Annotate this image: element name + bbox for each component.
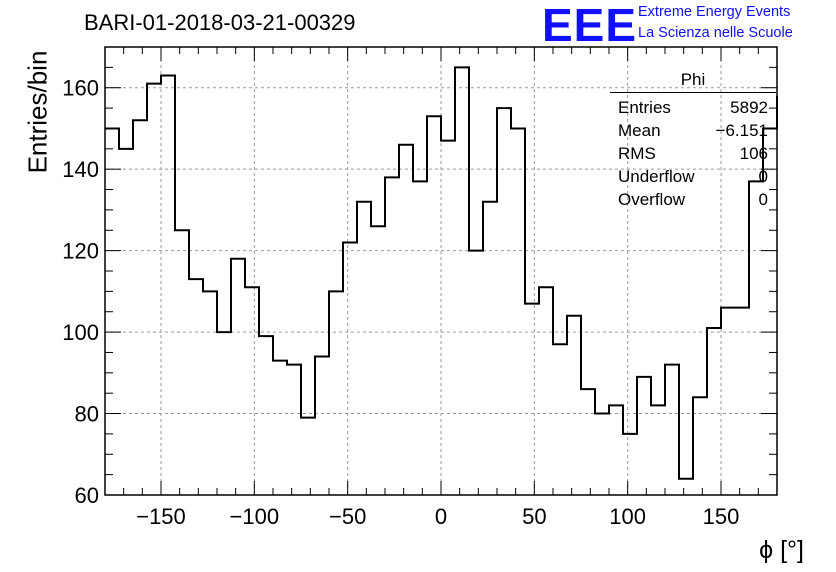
- x-tick-label: 50: [522, 504, 546, 529]
- stats-label: Mean: [618, 121, 661, 140]
- y-tick-label: 140: [62, 157, 99, 182]
- stats-title: Phi: [610, 70, 776, 93]
- stats-value: 0: [758, 190, 768, 209]
- stats-value: 5892: [730, 98, 768, 117]
- eee-logo: EEE: [542, 0, 638, 51]
- y-tick-label: 120: [62, 239, 99, 264]
- stats-row-rms: RMS 106: [610, 142, 776, 165]
- logo-line-1: Extreme Energy Events: [638, 4, 791, 20]
- x-tick-label: 150: [703, 504, 740, 529]
- histogram-title: BARI-01-2018-03-21-00329: [84, 10, 356, 35]
- x-tick-label: −150: [136, 504, 186, 529]
- stats-value: −6.151: [715, 121, 768, 140]
- x-tick-label: −100: [230, 504, 280, 529]
- x-tick-label: 0: [435, 504, 447, 529]
- stats-row-entries: Entries 5892: [610, 96, 776, 119]
- stats-value: 106: [739, 144, 768, 163]
- stats-label: RMS: [618, 144, 656, 163]
- stats-row-mean: Mean −6.151: [610, 119, 776, 142]
- y-tick-label: 80: [75, 402, 99, 427]
- histogram-series: [105, 66, 778, 480]
- stats-box: Phi Entries 5892 Mean −6.151 RMS 106 Und…: [610, 70, 776, 211]
- y-tick-label: 60: [75, 483, 99, 508]
- y-tick-label: 100: [62, 320, 99, 345]
- x-axis-label: ϕ [°]: [759, 536, 804, 564]
- stats-label: Overflow: [618, 190, 686, 209]
- stats-label: Entries: [618, 98, 671, 117]
- x-tick-label: −50: [329, 504, 366, 529]
- stats-label: Underflow: [618, 167, 695, 186]
- y-axis-label: Entries/bin: [22, 50, 53, 174]
- x-tick-label: 100: [609, 504, 646, 529]
- stats-row-overflow: Overflow 0: [610, 188, 776, 211]
- logo-line-2: La Scienza nelle Scuole: [638, 25, 793, 41]
- stats-row-underflow: Underflow 0: [610, 165, 776, 188]
- y-tick-label: 160: [62, 76, 99, 101]
- stats-value: 0: [758, 167, 768, 186]
